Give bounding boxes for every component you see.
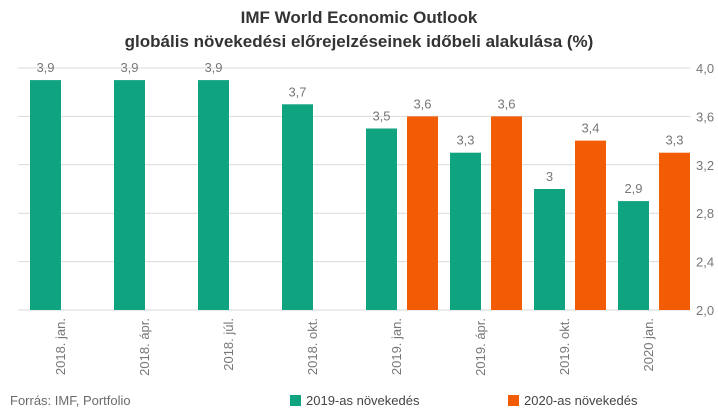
chart-subtitle: globális növekedési előrejelzéseinek idő… <box>124 32 594 51</box>
y-tick-label: 3,2 <box>696 158 714 173</box>
bar-2019 <box>618 201 649 310</box>
y-tick-label: 2,0 <box>696 303 714 318</box>
y-tick-label: 3,6 <box>696 109 714 124</box>
legend-swatch-2019 <box>290 395 301 406</box>
x-tick-label: 2018. jan. <box>53 318 68 375</box>
bar-2019 <box>282 104 313 310</box>
bar-2019 <box>30 80 61 310</box>
data-label: 3,4 <box>581 121 599 136</box>
x-tick-label: 2019. jan. <box>389 318 404 375</box>
legend-item-2020: 2020-as növekedés <box>508 393 637 408</box>
bar-2020 <box>659 152 690 310</box>
data-label: 3,9 <box>204 60 222 75</box>
x-tick-label: 2020 jan. <box>641 318 656 372</box>
data-label: 3,7 <box>288 84 306 99</box>
data-label: 3 <box>546 169 553 184</box>
legend-label-2020: 2020-as növekedés <box>524 393 638 408</box>
data-label: 3,3 <box>665 133 683 148</box>
bar-2019 <box>366 128 397 310</box>
data-label: 3,9 <box>120 60 138 75</box>
x-tick-label: 2018. okt. <box>305 318 320 375</box>
data-label: 3,9 <box>36 60 54 75</box>
y-tick-label: 2,8 <box>696 206 714 221</box>
data-label: 3,6 <box>497 96 515 111</box>
x-tick-label: 2019. ápr. <box>473 318 488 376</box>
y-tick-label: 4,0 <box>696 61 714 76</box>
bar-2020 <box>491 116 522 311</box>
bar-2019 <box>450 152 481 310</box>
data-label: 3,5 <box>372 109 390 124</box>
legend-label-2019: 2019-as növekedés <box>306 393 420 408</box>
legend-item-2019: 2019-as növekedés <box>290 393 419 408</box>
data-label: 3,3 <box>456 133 474 148</box>
bar-2019 <box>534 189 565 310</box>
x-tick-label: 2018. júl. <box>221 318 236 371</box>
data-label: 2,9 <box>624 181 642 196</box>
y-tick-label: 2,4 <box>696 255 714 270</box>
bar-2020 <box>575 140 606 310</box>
bar-2020 <box>407 116 438 311</box>
bar-2019 <box>114 80 145 310</box>
source-note: Forrás: IMF, Portfolio <box>10 393 131 408</box>
x-tick-label: 2018. ápr. <box>137 318 152 376</box>
x-tick-label: 2019. okt. <box>557 318 572 375</box>
data-label: 3,6 <box>413 96 431 111</box>
legend-swatch-2020 <box>508 395 519 406</box>
bar-2019 <box>198 80 229 310</box>
chart-title: IMF World Economic Outlook <box>240 8 478 27</box>
